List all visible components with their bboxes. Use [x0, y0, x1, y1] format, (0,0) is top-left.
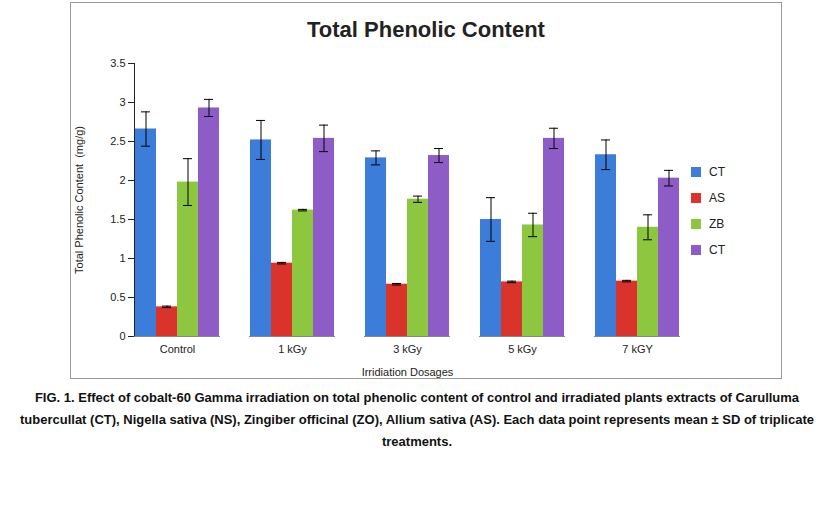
svg-text:0: 0	[119, 330, 125, 342]
svg-text:2: 2	[119, 174, 125, 186]
svg-text:Total Phenolic Content (mg/g): Total Phenolic Content (mg/g)	[73, 126, 85, 274]
html-text:CT: CT	[709, 242, 725, 257]
svg-text:1 kGy: 1 kGy	[278, 343, 307, 355]
html-text:CT: CT	[709, 164, 725, 179]
html-text:AS: AS	[709, 190, 725, 205]
svg-text:0.5: 0.5	[110, 291, 125, 303]
svg-text:Irridiation Dosages: Irridiation Dosages	[362, 366, 454, 378]
svg-text:7 kGY: 7 kGY	[622, 343, 653, 355]
svg-text:Control: Control	[160, 343, 195, 355]
svg-text:1.5: 1.5	[110, 213, 125, 225]
html-text:ZB: ZB	[709, 216, 725, 231]
svg-text:1: 1	[119, 252, 125, 264]
svg-text:5 kGy: 5 kGy	[508, 343, 537, 355]
svg-text:2.5: 2.5	[110, 135, 125, 147]
svg-text:3: 3	[119, 96, 125, 108]
html-text:FIG. 1. Effect of cobalt-60 Ga: FIG. 1. Effect of cobalt-60 Gamma irradi…	[20, 390, 814, 449]
svg-text:3 kGy: 3 kGy	[393, 343, 422, 355]
html-text:Total Phenolic Content: Total Phenolic Content	[307, 17, 545, 42]
svg-text:3.5: 3.5	[110, 57, 125, 69]
